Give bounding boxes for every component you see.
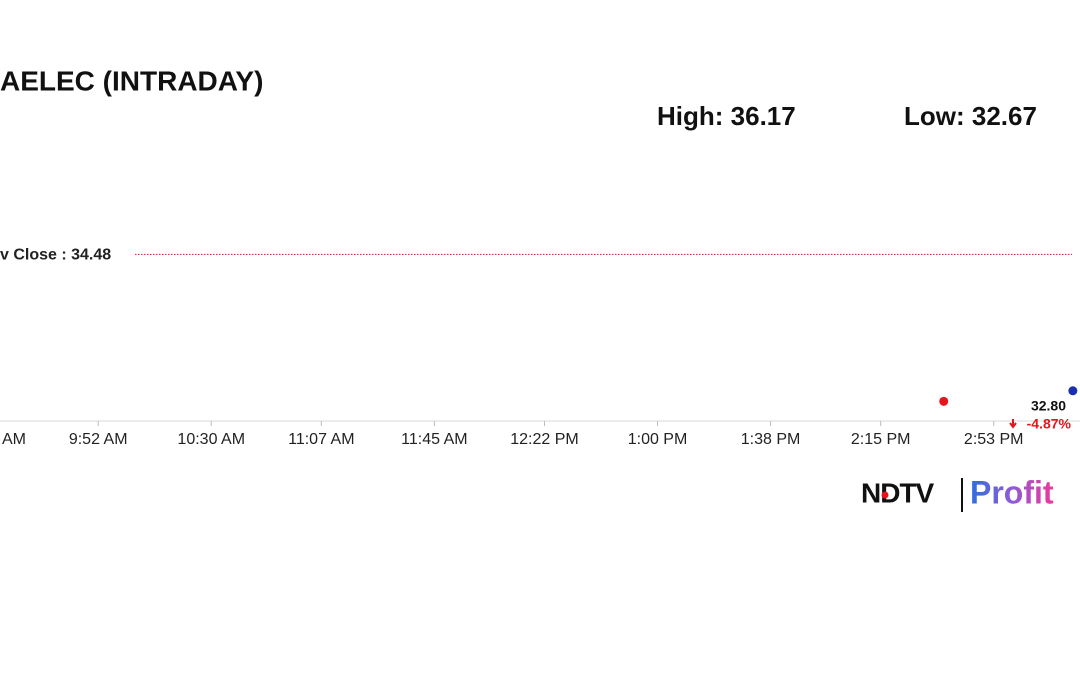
- last-marker: [1068, 386, 1078, 396]
- logo-ndtv: NDTV: [861, 477, 935, 508]
- low-marker: [939, 396, 949, 406]
- x-tick-label: 1:00 PM: [628, 431, 688, 448]
- high-label: High: 36.17: [657, 101, 796, 131]
- x-tick-label: 2:53 PM: [964, 431, 1024, 448]
- x-tick-label: 9:52 AM: [69, 431, 128, 448]
- prev-close-label: v Close : 34.48: [0, 247, 111, 264]
- change-label: -4.87%: [1027, 416, 1072, 432]
- x-tick-label: 11:45 AM: [401, 431, 467, 448]
- low-label: Low: 32.67: [904, 101, 1037, 131]
- chart-title: AELEC (INTRADAY): [0, 65, 263, 96]
- last-price-label: 32.80: [1031, 398, 1066, 414]
- x-tick-label: AM: [2, 431, 26, 448]
- down-arrow: [1009, 419, 1017, 429]
- x-tick-label: 10:30 AM: [177, 431, 245, 448]
- x-tick-label: 11:07 AM: [288, 431, 354, 448]
- x-tick-label: 12:22 PM: [510, 431, 578, 448]
- logo-profit: Profit: [970, 474, 1054, 510]
- logo-dot: [881, 491, 889, 499]
- label-bg: [0, 244, 132, 265]
- x-tick-label: 2:15 PM: [851, 431, 911, 448]
- x-tick-label: 1:38 PM: [741, 431, 801, 448]
